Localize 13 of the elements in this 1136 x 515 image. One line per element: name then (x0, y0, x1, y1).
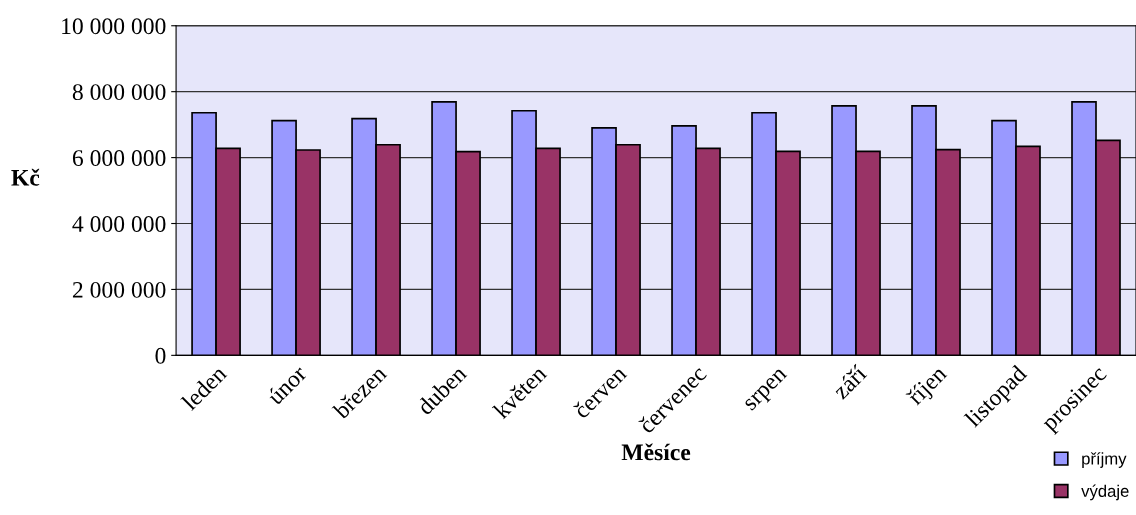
y-tick-label: 2 000 000 (72, 281, 166, 298)
x-tick-label: únor (265, 363, 308, 406)
y-tick-label: 6 000 000 (72, 150, 166, 167)
y-axis-title: Kč (11, 168, 40, 186)
y-tick-label: 0 (155, 347, 166, 364)
legend-label: výdaje (1081, 484, 1129, 501)
y-tick-label: 8 000 000 (72, 84, 166, 101)
x-tick-label: září (831, 363, 868, 400)
y-tick-label: 10 000 000 (62, 18, 166, 35)
legend-label: příjmy (1082, 452, 1127, 468)
y-tick-label: 4 000 000 (72, 216, 166, 232)
x-axis-title: Měsíce (621, 443, 691, 461)
x-tick-label: říjen (905, 363, 951, 410)
